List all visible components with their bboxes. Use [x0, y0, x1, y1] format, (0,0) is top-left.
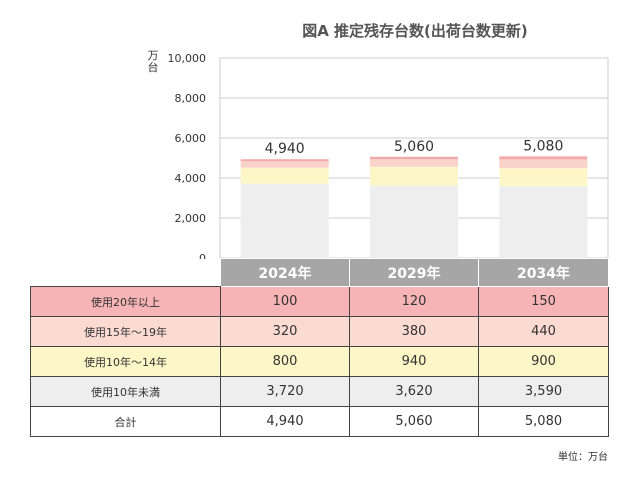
row-label: 使用10年未満 — [30, 376, 221, 407]
data-cell: 320 — [220, 316, 350, 347]
bar-total-label: 4,940 — [265, 141, 305, 157]
x-category-label: 2029年 — [349, 258, 479, 287]
bar-total-label: 5,060 — [394, 139, 434, 155]
data-cell: 940 — [349, 346, 479, 377]
y-axis-unit-label: 万台 — [147, 49, 159, 74]
table-row: 合計 4,940 5,060 5,080 — [30, 406, 609, 437]
data-cell: 3,720 — [220, 376, 350, 407]
table-header-row: 2024年 2029年 2034年 — [30, 258, 609, 287]
data-cell: 100 — [220, 286, 350, 317]
unit-note: 単位：万台 — [558, 452, 608, 463]
bar-segment — [370, 185, 458, 258]
x-category-label: 2034年 — [478, 258, 609, 287]
data-cell: 3,590 — [478, 376, 609, 407]
bar-segment — [240, 167, 329, 184]
bar-segment — [240, 159, 329, 162]
data-table: 2024年 2029年 2034年 使用20年以上 100 120 150 使用15年～19年… — [30, 258, 609, 437]
y-tick-label: 0 — [199, 252, 206, 260]
data-cell: 120 — [349, 286, 479, 317]
data-cell: 5,080 — [478, 406, 609, 437]
row-label: 使用10年～14年 — [30, 346, 221, 377]
y-tick-label: 8,000 — [175, 92, 207, 105]
row-label: 使用20年以上 — [30, 286, 221, 317]
data-cell: 150 — [478, 286, 609, 317]
bar-segment — [499, 186, 588, 258]
row-label: 合計 — [30, 406, 221, 437]
bar-segment — [499, 159, 588, 169]
bar-segment — [499, 156, 588, 160]
y-tick-label: 2,000 — [175, 212, 207, 225]
table-row: 使用10年未満 3,720 3,620 3,590 — [30, 376, 609, 407]
table-row: 使用10年～14年 800 940 900 — [30, 346, 609, 377]
bar-segment — [370, 166, 458, 186]
stacked-bar-plot: 0 2,000 4,000 6,000 8,000 10,000 4,940 5,060 5,0… — [168, 52, 609, 260]
x-category-label: 2024年 — [220, 258, 350, 287]
data-cell: 800 — [220, 346, 350, 377]
row-label: 使用15年～19年 — [30, 316, 221, 347]
bar-total-label: 5,080 — [523, 138, 563, 154]
data-cell: 900 — [478, 346, 609, 377]
data-cell: 3,620 — [349, 376, 479, 407]
bar-segment — [370, 156, 458, 160]
data-cell: 380 — [349, 316, 479, 347]
bar-segment — [499, 168, 588, 187]
table-corner-cell — [30, 258, 221, 287]
bar-segment — [240, 161, 329, 168]
bar-segment — [370, 159, 458, 167]
data-cell: 5,060 — [349, 406, 479, 437]
bar-segment — [240, 183, 329, 258]
data-cell: 440 — [478, 316, 609, 347]
y-tick-label: 10,000 — [168, 52, 207, 65]
table-row: 使用15年～19年 320 380 440 — [30, 316, 609, 347]
y-tick-label: 4,000 — [175, 172, 207, 185]
chart-title: 図A 推定残存台数(出荷台数更新) — [302, 22, 528, 40]
data-cell: 4,940 — [220, 406, 350, 437]
table-row: 使用20年以上 100 120 150 — [30, 286, 609, 317]
y-tick-label: 6,000 — [175, 132, 207, 145]
